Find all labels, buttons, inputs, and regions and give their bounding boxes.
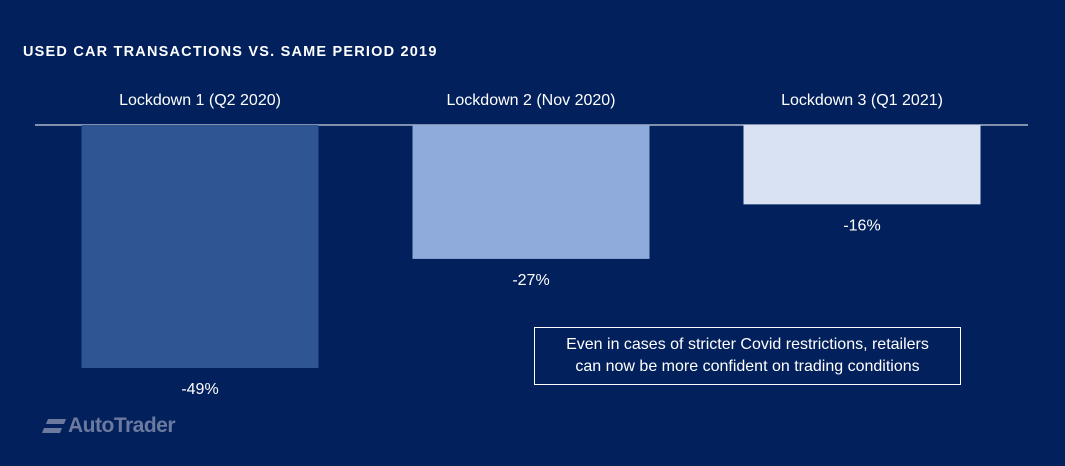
- value-label-3: -16%: [843, 217, 880, 234]
- chart-title: USED CAR TRANSACTIONS VS. SAME PERIOD 20…: [23, 44, 438, 60]
- category-label-2: Lockdown 2 (Nov 2020): [447, 92, 616, 109]
- category-label-3: Lockdown 3 (Q1 2021): [781, 92, 943, 109]
- logo-text: AutoTrader: [68, 414, 176, 437]
- autotrader-logo: AutoTrader: [40, 414, 176, 438]
- bar-2: [412, 125, 650, 259]
- value-label-1: -49%: [181, 381, 218, 398]
- autotrader-logo-icon: [42, 419, 66, 433]
- bar-3: [743, 125, 981, 205]
- bar-1: [81, 125, 319, 368]
- value-label-2: -27%: [512, 272, 549, 289]
- callout-line-1: Even in cases of stricter Covid restrict…: [566, 336, 929, 353]
- category-label-1: Lockdown 1 (Q2 2020): [119, 92, 281, 109]
- callout-box: Even in cases of stricter Covid restrict…: [534, 327, 961, 385]
- callout-line-2: can now be more confident on trading con…: [575, 358, 920, 375]
